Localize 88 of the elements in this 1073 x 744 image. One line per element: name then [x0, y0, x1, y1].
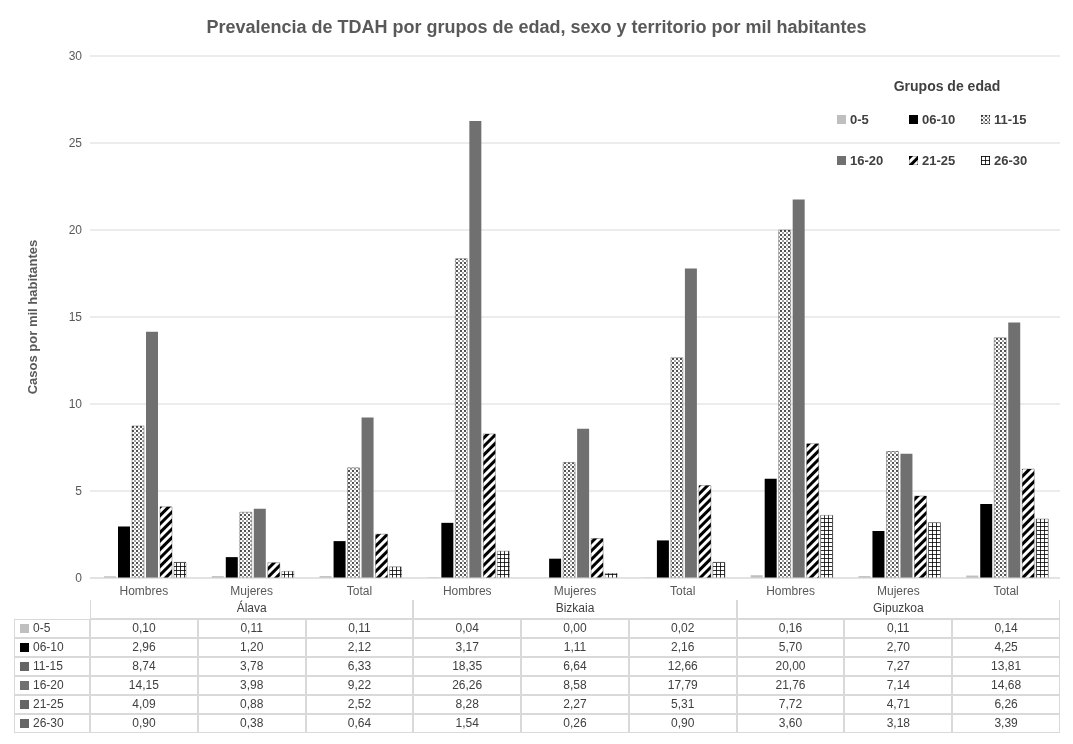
- data-label: 4,25: [952, 638, 1060, 657]
- x-tick-label: Mujeres: [553, 583, 597, 598]
- data-label: 5,31: [628, 695, 737, 714]
- data-label: 8,74: [90, 657, 198, 676]
- text: Bizkaia: [555, 601, 595, 615]
- data-label: 14,68: [952, 676, 1060, 695]
- data-label: 0,04: [413, 619, 522, 638]
- data-label: 1,11: [521, 638, 629, 657]
- text: 0-5: [33, 621, 51, 635]
- data-label: 14,15: [90, 676, 198, 695]
- x-tick-label: Mujeres: [230, 583, 274, 598]
- legend-label: 26-30: [994, 153, 1028, 168]
- legend-title: Grupos de edad: [892, 78, 1002, 94]
- legend-label: 21-25: [922, 153, 956, 168]
- data-label: 0,26: [521, 714, 629, 733]
- y-tick-label: 30: [68, 49, 83, 64]
- data-label: 0,11: [844, 619, 953, 638]
- data-label: 1,20: [197, 638, 306, 657]
- y-tick-label: 10: [68, 397, 83, 412]
- data-label: 2,96: [90, 638, 198, 657]
- y-tick-label: 20: [68, 223, 83, 238]
- text: 16-20: [33, 678, 64, 692]
- data-label: 0,90: [90, 714, 198, 733]
- text: Gipuzkoa: [872, 601, 924, 615]
- data-label: 3,39: [952, 714, 1060, 733]
- data-label: 0,11: [197, 619, 306, 638]
- data-label: 0,02: [628, 619, 737, 638]
- x-tick-label: Hombres: [442, 583, 492, 598]
- data-label: 2,70: [844, 638, 953, 657]
- data-label: 7,27: [844, 657, 953, 676]
- data-label: 0,88: [197, 695, 306, 714]
- data-label: 9,22: [305, 676, 414, 695]
- data-label: 17,79: [628, 676, 737, 695]
- data-label: 4,09: [90, 695, 198, 714]
- x-tick-label: Total: [670, 583, 696, 598]
- data-label: 3,60: [736, 714, 845, 733]
- text: 06-10: [33, 640, 64, 654]
- x-tick-label: Total: [346, 583, 373, 598]
- data-label: 0,16: [736, 619, 845, 638]
- data-label: 3,17: [413, 638, 522, 657]
- data-label: 0,14: [952, 619, 1060, 638]
- x-tick-label: Hombres: [766, 583, 815, 598]
- x-tick-label: Mujeres: [876, 583, 920, 598]
- data-label: 1,54: [413, 714, 522, 733]
- data-label: 13,81: [952, 657, 1060, 676]
- x-tick-label: Total: [993, 583, 1019, 598]
- chart-title: Prevalencia de TDAH por grupos de edad, sexo y territorio por mil habitantes: [205, 16, 868, 39]
- data-label: 3,78: [197, 657, 306, 676]
- data-label: 0,90: [628, 714, 737, 733]
- data-label: 6,33: [305, 657, 414, 676]
- data-label: 18,35: [413, 657, 522, 676]
- data-label: 6,64: [521, 657, 629, 676]
- text: 26-30: [33, 716, 64, 730]
- data-label: 12,66: [628, 657, 737, 676]
- y-tick-label: 5: [75, 484, 83, 499]
- data-label: 7,14: [844, 676, 953, 695]
- data-label: 5,70: [736, 638, 845, 657]
- data-label: 2,52: [305, 695, 414, 714]
- data-label: 4,71: [844, 695, 953, 714]
- y-axis-title: Casos por mil habitantes: [24, 239, 40, 395]
- legend-label: 11-15: [994, 112, 1027, 127]
- data-label: 21,76: [736, 676, 845, 695]
- data-label: 2,12: [305, 638, 414, 657]
- data-label: 2,27: [521, 695, 629, 714]
- data-label: 6,26: [952, 695, 1060, 714]
- data-label: 26,26: [413, 676, 522, 695]
- legend-label: 16-20: [850, 153, 884, 168]
- text: 21-25: [33, 697, 64, 711]
- data-label: 0,00: [521, 619, 629, 638]
- y-tick-label: 15: [68, 310, 83, 325]
- x-tick-label: Hombres: [119, 583, 169, 598]
- data-label: 3,98: [197, 676, 306, 695]
- data-label: 0,64: [305, 714, 414, 733]
- text: Álava: [236, 601, 267, 615]
- y-tick-label: 0: [75, 571, 83, 586]
- data-label: 8,28: [413, 695, 522, 714]
- data-label: 0,10: [90, 619, 198, 638]
- data-label: 3,18: [844, 714, 953, 733]
- data-label: 0,38: [197, 714, 306, 733]
- data-label: 20,00: [736, 657, 845, 676]
- legend-label: 0-5: [850, 112, 869, 127]
- text: 11-15: [33, 659, 63, 673]
- data-label: 8,58: [521, 676, 629, 695]
- y-tick-label: 25: [68, 136, 83, 151]
- data-label: 7,72: [736, 695, 845, 714]
- data-label: 2,16: [628, 638, 737, 657]
- data-label: 0,11: [305, 619, 414, 638]
- legend-label: 06-10: [922, 112, 956, 127]
